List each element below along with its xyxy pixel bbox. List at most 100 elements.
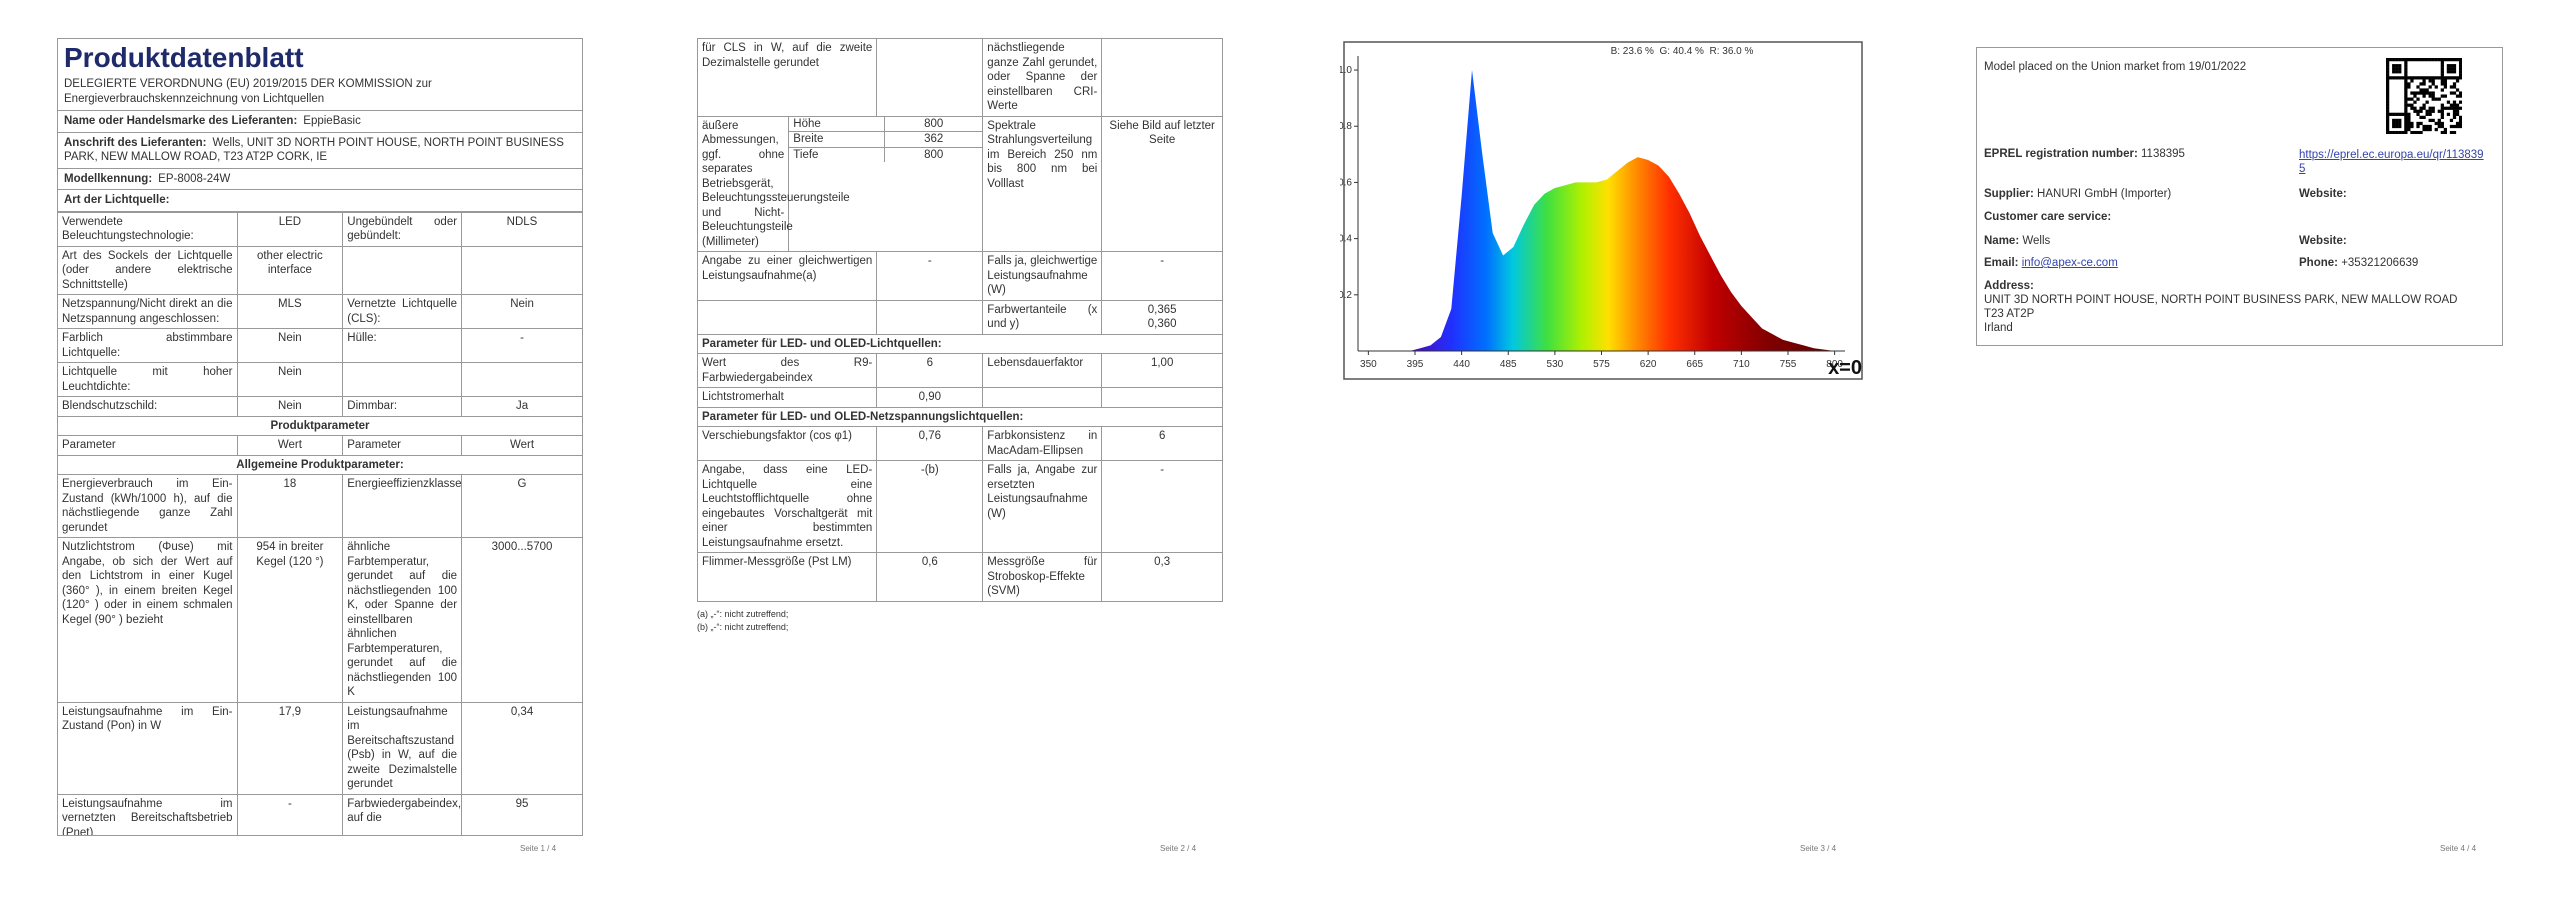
- table-row: Blendschutzschild: Nein Dimmbar: Ja: [58, 396, 582, 417]
- table-cell: -(b): [876, 460, 984, 553]
- table-cell: Farbwiedergabeindex, auf die: [342, 793, 463, 835]
- qr-module: [2437, 58, 2441, 62]
- qr-module: [2437, 109, 2441, 113]
- qr-module: [2416, 109, 2420, 113]
- qr-module: [2395, 58, 2399, 62]
- qr-module: [2440, 115, 2444, 119]
- table-cell: für CLS in W, auf die zweite Dezimalstel…: [696, 38, 878, 117]
- empty-cell: [876, 38, 984, 117]
- table-cell: Vernetzte Lichtquelle (CLS):: [342, 294, 463, 329]
- table-cell: ähnliche Farbtemperatur, gerundet auf di…: [342, 537, 463, 703]
- qr-module: [2386, 103, 2390, 107]
- qr-module: [2404, 73, 2408, 77]
- qr-module: [2404, 91, 2408, 95]
- qr-module: [2416, 58, 2420, 62]
- qr-module: [2395, 124, 2399, 129]
- qr-module: [2425, 58, 2429, 62]
- qr-module: [2413, 109, 2417, 113]
- qr-module: [2425, 109, 2429, 113]
- qr-module: [2431, 58, 2435, 62]
- qr-module: [2455, 112, 2460, 116]
- qr-module: [2413, 106, 2417, 110]
- qr-module: [2452, 130, 2457, 134]
- qr-module: [2404, 67, 2408, 71]
- qr-module: [2422, 91, 2426, 95]
- qr-module: [2452, 112, 2457, 116]
- qr-module: [2404, 103, 2408, 107]
- qr-module: [2407, 76, 2411, 80]
- table-row: Art des Sockels der Lichtquelle (oder an…: [58, 245, 582, 295]
- value: HANURI GmbH (Importer): [2037, 188, 2172, 200]
- qr-module: [2446, 70, 2451, 74]
- qr-module: [2440, 73, 2444, 77]
- qr-module: [2446, 112, 2451, 116]
- qr-module: [2407, 127, 2411, 132]
- dimension-label: Tiefe: [789, 147, 886, 162]
- supplier-row: Anschrift des Lieferanten: Wells, UNIT 3D…: [58, 133, 582, 169]
- qr-module: [2407, 103, 2411, 107]
- table-row: Parameter für LED- und OLED-Lichtquellen…: [697, 333, 1223, 354]
- qr-module: [2410, 91, 2414, 95]
- table-cell: Parameter: [58, 435, 238, 456]
- table-cell: 18: [236, 474, 344, 538]
- table-cell: Farbkonsistenz in MacAdam-Ellipsen: [982, 426, 1103, 461]
- qr-module: [2458, 67, 2462, 71]
- qr-module: [2428, 112, 2432, 116]
- qr-module: [2386, 124, 2390, 129]
- qr-module: [2440, 121, 2444, 126]
- qr-code: [2386, 58, 2462, 134]
- qr-module: [2431, 76, 2435, 80]
- email-link[interactable]: info@apex-ce.com: [2021, 257, 2118, 269]
- qr-module: [2437, 124, 2441, 129]
- qr-module: [2410, 58, 2414, 62]
- qr-module: [2458, 121, 2462, 126]
- table-row: Lichtquelle mit hoher Leuchtdichte: Nein: [58, 362, 582, 397]
- qr-module: [2386, 106, 2390, 110]
- qr-module: [2443, 76, 2447, 80]
- table-cell: Wert: [461, 435, 582, 456]
- table-cell: Leistungsaufnahme im Bereitschaftszustan…: [342, 701, 463, 795]
- section-heading: Allgemeine Produktparameter:: [58, 454, 582, 475]
- qr-module: [2452, 106, 2457, 110]
- qr-module: [2455, 76, 2460, 80]
- qr-module: [2389, 130, 2393, 134]
- qr-module: [2455, 121, 2460, 126]
- eprel-link[interactable]: https://eprel.ec.europa.eu/qr/1138395: [2299, 149, 2484, 175]
- qr-module: [2458, 70, 2462, 74]
- qr-module: [2404, 121, 2408, 126]
- qr-module: [2458, 64, 2462, 68]
- qr-module: [2446, 67, 2451, 71]
- label: Anschrift des Lieferanten:: [64, 136, 207, 149]
- qr-module: [2431, 118, 2435, 123]
- qr-module: [2419, 109, 2423, 113]
- table-cell: NDLS: [461, 211, 582, 247]
- qr-module: [2449, 103, 2454, 107]
- qr-module: [2386, 79, 2390, 83]
- qr-module: [2452, 58, 2457, 62]
- qr-module: [2395, 67, 2399, 71]
- qr-module: [2452, 67, 2457, 71]
- qr-module: [2443, 85, 2447, 89]
- table-cell: Farblich abstimmbare Lichtquelle:: [58, 328, 238, 363]
- qr-module: [2440, 109, 2444, 113]
- qr-module: [2419, 91, 2423, 95]
- table-row: Angabe, dass eine LED-Lichtquelle eine L…: [696, 460, 1223, 553]
- qr-module: [2404, 118, 2408, 123]
- table-cell: Energieverbrauch im Ein-Zustand (kWh/100…: [58, 474, 238, 538]
- table-cell: -: [461, 328, 582, 363]
- qr-module: [2389, 58, 2393, 62]
- value: EppieBasic: [303, 115, 361, 127]
- qr-module: [2422, 76, 2426, 80]
- qr-module: [2422, 127, 2426, 132]
- qr-module: [2455, 124, 2460, 129]
- qr-module: [2401, 112, 2405, 116]
- qr-module: [2428, 109, 2432, 113]
- qr-module: [2386, 100, 2390, 104]
- qr-module: [2449, 124, 2454, 129]
- qr-module: [2401, 130, 2405, 134]
- table-cell: -: [1101, 460, 1223, 553]
- table-cell: 0,34: [461, 701, 582, 795]
- qr-module: [2458, 100, 2462, 104]
- table-row: Produktparameter: [58, 415, 582, 436]
- table-cell: Leistungsaufnahme im Ein-Zustand (Pon) i…: [58, 701, 238, 795]
